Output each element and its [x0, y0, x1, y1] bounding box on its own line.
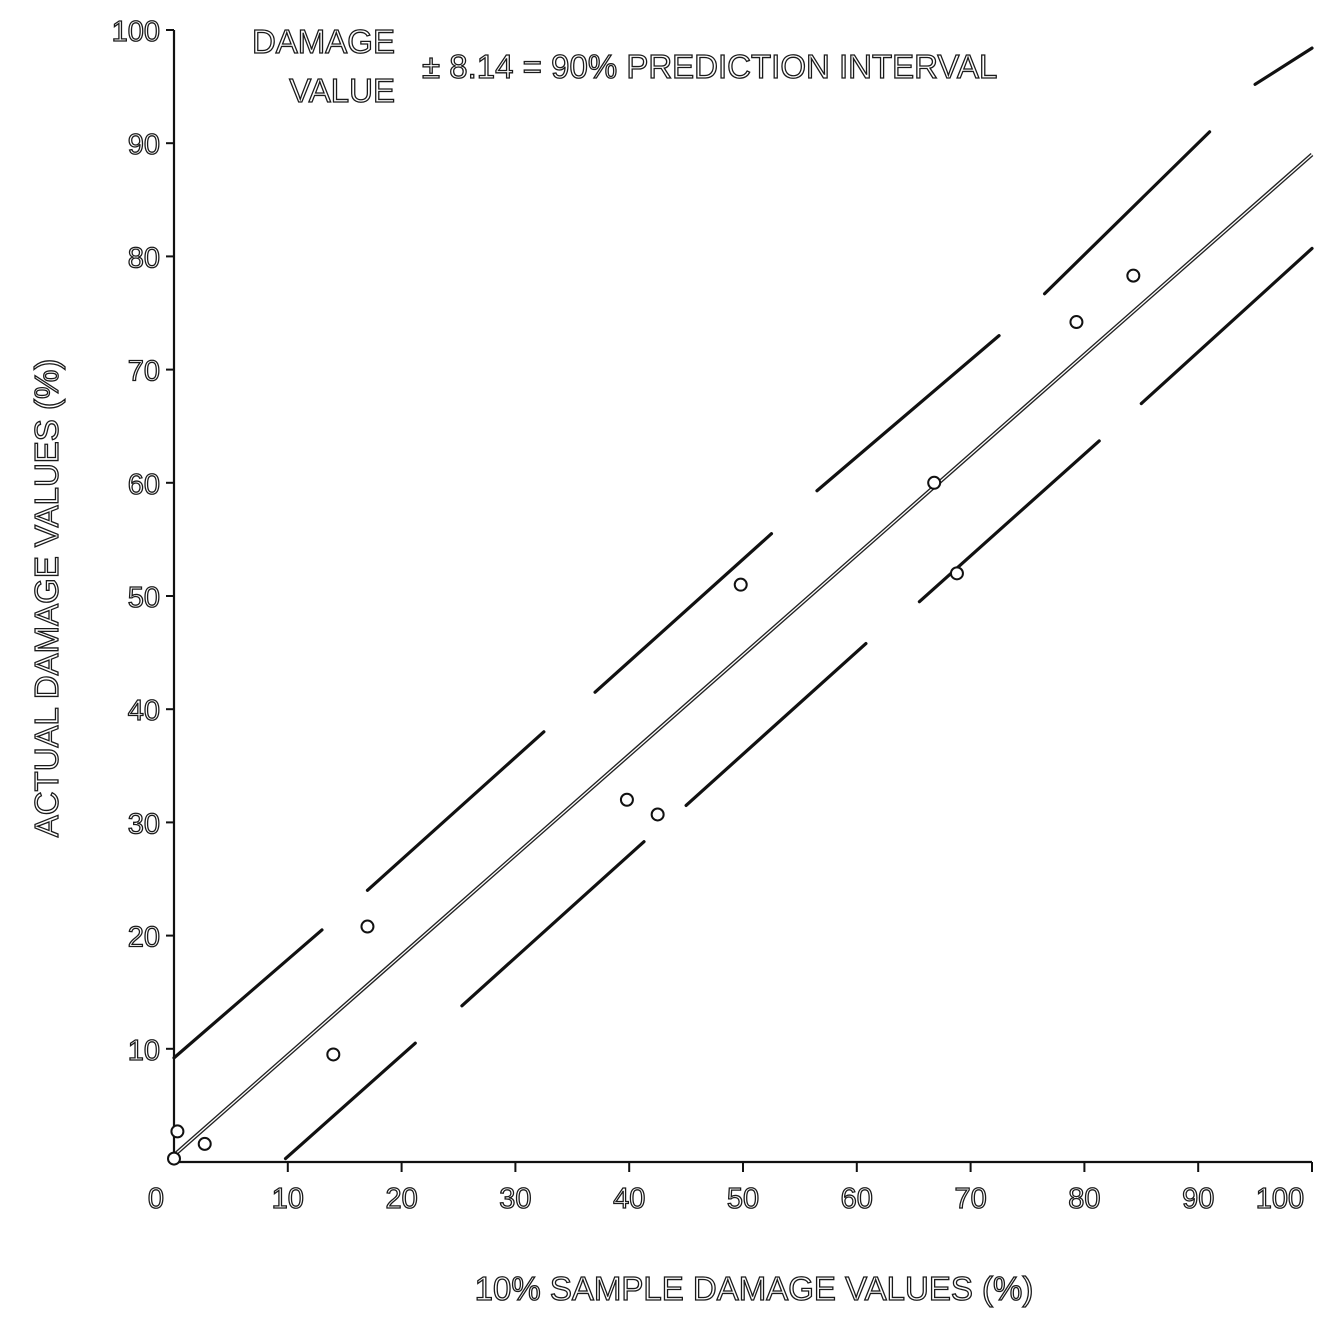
x-tick-label-40: 40: [613, 1183, 645, 1215]
x-tick-label-0: 0: [148, 1183, 164, 1215]
data-point-8: [927, 475, 942, 490]
y-tick-label-70: 70: [128, 356, 160, 388]
y-tick-label-60: 60: [128, 469, 160, 501]
x-tick-label-10: 10: [272, 1183, 304, 1215]
annotation: DAMAGE VALUE ± 8.14 = 90% PREDICTION INT…: [251, 22, 998, 109]
y-tick-label-100: 100: [112, 16, 160, 48]
x-axis-title: 10% SAMPLE DAMAGE VALUES (%): [475, 1270, 1034, 1307]
upper-interval-segment-4: [1042, 130, 1212, 296]
upper-interval-segment-2: [593, 532, 774, 694]
data-point-4: [360, 919, 375, 934]
y-tick-label-80: 80: [128, 242, 160, 274]
data-point-7: [733, 577, 748, 592]
x-tick-label-30: 30: [499, 1183, 531, 1215]
y-tick-label-40: 40: [128, 695, 160, 727]
axes: [166, 29, 1313, 1172]
annotation-line1: DAMAGE: [252, 23, 395, 60]
data-point-11: [1126, 268, 1141, 283]
data-point-3: [326, 1047, 341, 1062]
data-point-2: [197, 1136, 212, 1151]
upper-interval-segment-3: [815, 334, 1001, 493]
upper-interval-segment-5: [1253, 46, 1314, 86]
y-tick-label-20: 20: [128, 922, 160, 954]
upper-interval-segment-1: [365, 730, 546, 892]
upper-interval-segment-0: [172, 928, 324, 1060]
y-tick-label-30: 30: [128, 808, 160, 840]
x-tick-label-20: 20: [385, 1183, 417, 1215]
tick-labels: 0 10 20 30 40 50 60 70 80 90 100 10 20 30 40 50 60 70 80 90…: [111, 15, 1305, 1215]
regression-line-inner: [173, 154, 1313, 1156]
data-point-6: [650, 807, 665, 822]
y-tick-label-50: 50: [128, 582, 160, 614]
regression-line: [172, 153, 1314, 1157]
lower-interval-segment-0: [283, 1041, 417, 1161]
data-point-10: [1069, 315, 1084, 330]
x-tick-label-70: 70: [954, 1183, 986, 1215]
data-point-9: [949, 566, 964, 581]
x-tick-label-90: 90: [1182, 1183, 1214, 1215]
lower-interval-segment-3: [917, 439, 1101, 604]
prediction-interval-lines: [172, 46, 1314, 1161]
lower-interval-segment-4: [1139, 246, 1314, 406]
x-tick-label-80: 80: [1068, 1183, 1100, 1215]
lower-interval-segment-1: [460, 840, 646, 1008]
data-points: [167, 268, 1141, 1166]
y-tick-label-10: 10: [128, 1035, 160, 1067]
x-tick-label-100: 100: [1256, 1183, 1304, 1215]
y-tick-label-90: 90: [128, 129, 160, 161]
annotation-line2: VALUE: [289, 72, 395, 109]
data-point-1: [167, 1151, 181, 1166]
y-axis-title: ACTUAL DAMAGE VALUES (%): [28, 359, 65, 838]
lower-interval-segment-2: [684, 641, 868, 808]
annotation-rest: ± 8.14 = 90% PREDICTION INTERVAL: [422, 48, 997, 85]
data-point-5: [619, 792, 634, 807]
x-tick-label-50: 50: [727, 1183, 759, 1215]
x-tick-label-60: 60: [841, 1183, 873, 1215]
data-point-0: [170, 1124, 185, 1139]
